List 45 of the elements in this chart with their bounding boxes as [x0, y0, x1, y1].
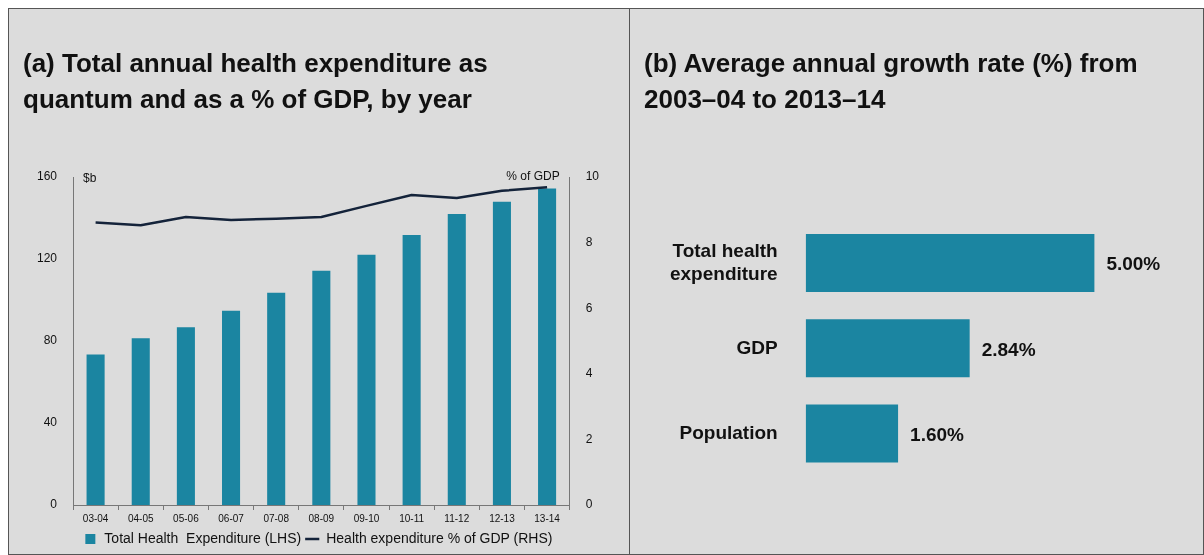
- chart-title: (a) Total annual health expenditure as quantum and as a % of GDP, by year: [23, 47, 489, 116]
- y2-axis-title: % of GDP: [506, 169, 560, 184]
- bar: [86, 354, 105, 505]
- x-tick-label: 10-11: [399, 512, 425, 524]
- legend-label: Total Health Expenditure (LHS): [104, 529, 302, 546]
- bar: [131, 338, 150, 505]
- data-label: 1.60%: [910, 423, 965, 445]
- bar: [538, 188, 557, 505]
- x-tick-label: 13-14: [534, 512, 561, 524]
- bar: [492, 201, 511, 505]
- y-tick-label: 80: [43, 333, 58, 348]
- x-tick-label: 12-13: [489, 512, 516, 524]
- bar: [447, 214, 466, 505]
- y-tick-label: 0: [50, 497, 58, 512]
- y-tick-label: 120: [36, 251, 58, 266]
- bar: [312, 270, 331, 505]
- data-label: 5.00%: [1106, 253, 1161, 275]
- y-axis-title: $b: [83, 171, 97, 186]
- y-tick-label: 160: [36, 169, 58, 184]
- y-tick-label: GDP: [736, 336, 778, 358]
- x-tick-label: 09-10: [353, 512, 380, 524]
- x-tick-label: 07-08: [263, 512, 290, 524]
- y2-tick-label: 4: [585, 366, 593, 381]
- bar: [222, 310, 241, 505]
- y-tick-label: Total health expenditure: [669, 239, 778, 284]
- y2-tick-label: 2: [585, 431, 593, 446]
- y2-tick-label: 0: [585, 497, 593, 512]
- y-tick-label: 40: [43, 415, 58, 430]
- bar: [357, 254, 376, 505]
- bar: [402, 235, 421, 505]
- bar: [176, 327, 195, 505]
- x-tick-label: 04-05: [127, 512, 154, 524]
- y-tick-label: Population: [679, 421, 778, 443]
- y2-tick-label: 8: [585, 234, 593, 249]
- x-tick-label: 03-04: [82, 512, 109, 524]
- legend-label: Health expenditure % of GDP (RHS): [326, 529, 553, 546]
- x-tick-label: 08-09: [308, 512, 335, 524]
- chart-title: (b) Average annual growth rate (%) from 2003–04 to 2013–14: [644, 47, 1139, 116]
- y2-tick-label: 6: [585, 300, 593, 315]
- bar: [267, 292, 286, 505]
- data-label: 2.84%: [981, 338, 1036, 360]
- y2-tick-label: 10: [585, 169, 600, 184]
- x-tick-label: 06-07: [218, 512, 245, 524]
- x-tick-label: 05-06: [173, 512, 200, 524]
- x-tick-label: 11-12: [444, 512, 470, 524]
